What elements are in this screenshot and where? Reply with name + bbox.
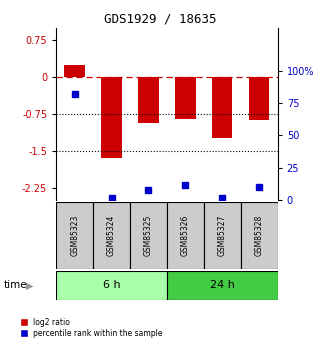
- Bar: [56, 202, 93, 269]
- Bar: [249, 77, 269, 120]
- Text: GSM85324: GSM85324: [107, 215, 116, 256]
- Bar: [241, 202, 278, 269]
- Bar: [138, 77, 159, 123]
- Text: GDS1929 / 18635: GDS1929 / 18635: [104, 12, 217, 25]
- Bar: [175, 77, 195, 119]
- Text: 24 h: 24 h: [210, 280, 235, 290]
- Text: time: time: [3, 280, 27, 290]
- Legend: log2 ratio, percentile rank within the sample: log2 ratio, percentile rank within the s…: [13, 315, 166, 341]
- Text: GSM85327: GSM85327: [218, 215, 227, 256]
- Bar: [167, 271, 278, 300]
- Text: GSM85326: GSM85326: [181, 215, 190, 256]
- Bar: [101, 77, 122, 158]
- Bar: [65, 65, 85, 77]
- Text: ▶: ▶: [26, 280, 34, 290]
- Bar: [130, 202, 167, 269]
- Bar: [212, 77, 232, 138]
- Bar: [93, 202, 130, 269]
- Bar: [204, 202, 241, 269]
- Text: GSM85325: GSM85325: [144, 215, 153, 256]
- Bar: [167, 202, 204, 269]
- Bar: [56, 271, 167, 300]
- Text: GSM85328: GSM85328: [255, 215, 264, 256]
- Text: 6 h: 6 h: [103, 280, 120, 290]
- Text: GSM85323: GSM85323: [70, 215, 79, 256]
